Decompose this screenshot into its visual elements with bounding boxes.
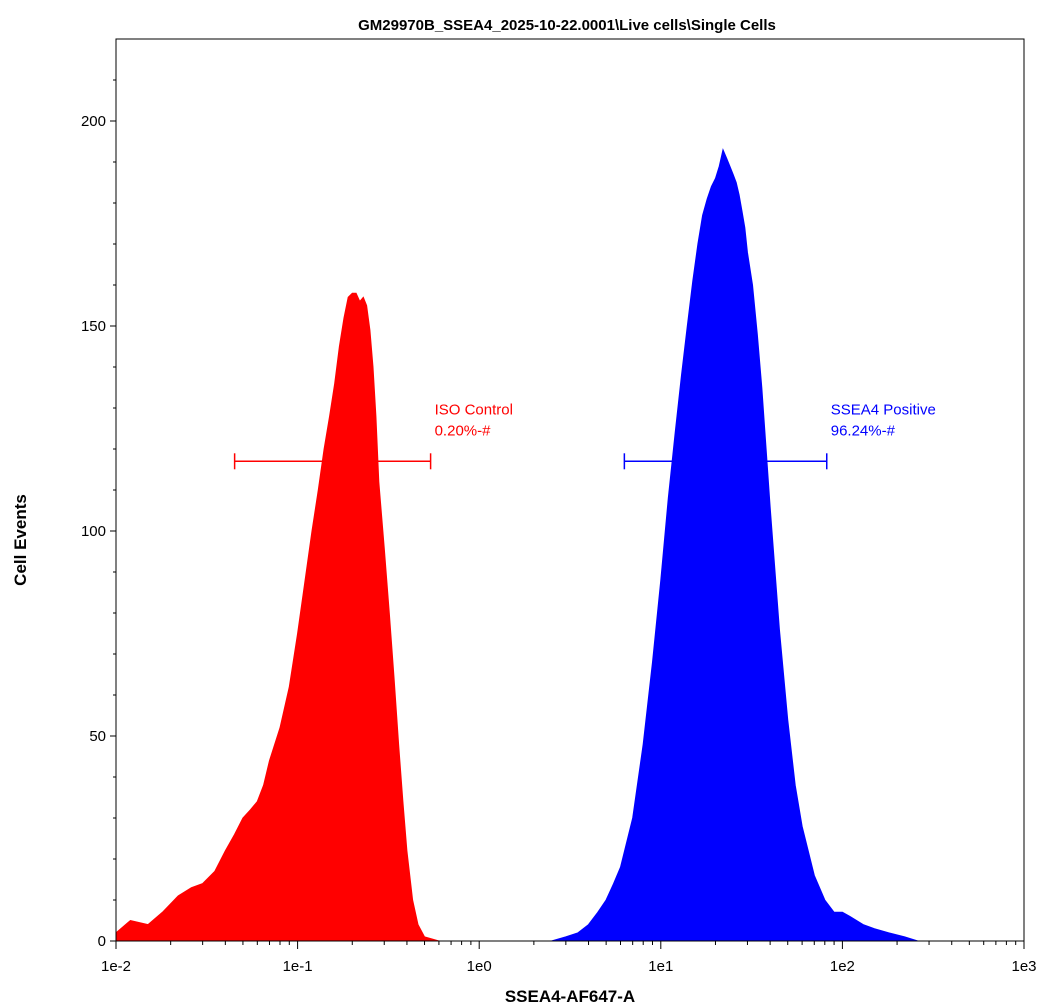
x-tick-label: 1e-2 [101,958,131,975]
gate-0: ISO Control 0.20%-# [233,401,513,470]
gate-1: SSEA4 Positive 96.24%-# [623,401,936,470]
chart-title: GM29970B_SSEA4_2025-10-22.0001\Live cell… [358,17,776,34]
y-tick-label: 50 [89,728,106,745]
axis-layer: 0 50 100 150 200 1e-2 1e-1 1e0 1e1 1e2 1e3 [81,79,1037,975]
x-tick-label: 1e0 [467,958,492,975]
y-tick-label: 150 [81,318,106,335]
gate-percentage: 96.24%-# [831,422,896,439]
series-layer [115,148,918,942]
gate-percentage: 0.20%-# [435,422,492,439]
y-axis-label: Cell Events [11,494,30,586]
x-tick-label: 1e1 [648,958,673,975]
histogram-series-1 [551,148,918,942]
y-tick-label: 200 [81,113,106,130]
x-tick-label: 1e-1 [283,958,313,975]
y-tick-label: 0 [98,933,106,950]
x-axis-label: SSEA4-AF647-A [505,987,635,1006]
gate-label: ISO Control [435,401,513,418]
y-tick-label: 100 [81,523,106,540]
gate-layer: ISO Control 0.20%-# SSEA4 Positive 96.24%-# [233,401,936,470]
x-tick-label: 1e2 [830,958,855,975]
plot-frame [115,38,1025,942]
histogram-series-0 [115,292,440,942]
x-tick-label: 1e3 [1011,958,1036,975]
gate-label: SSEA4 Positive [831,401,936,418]
